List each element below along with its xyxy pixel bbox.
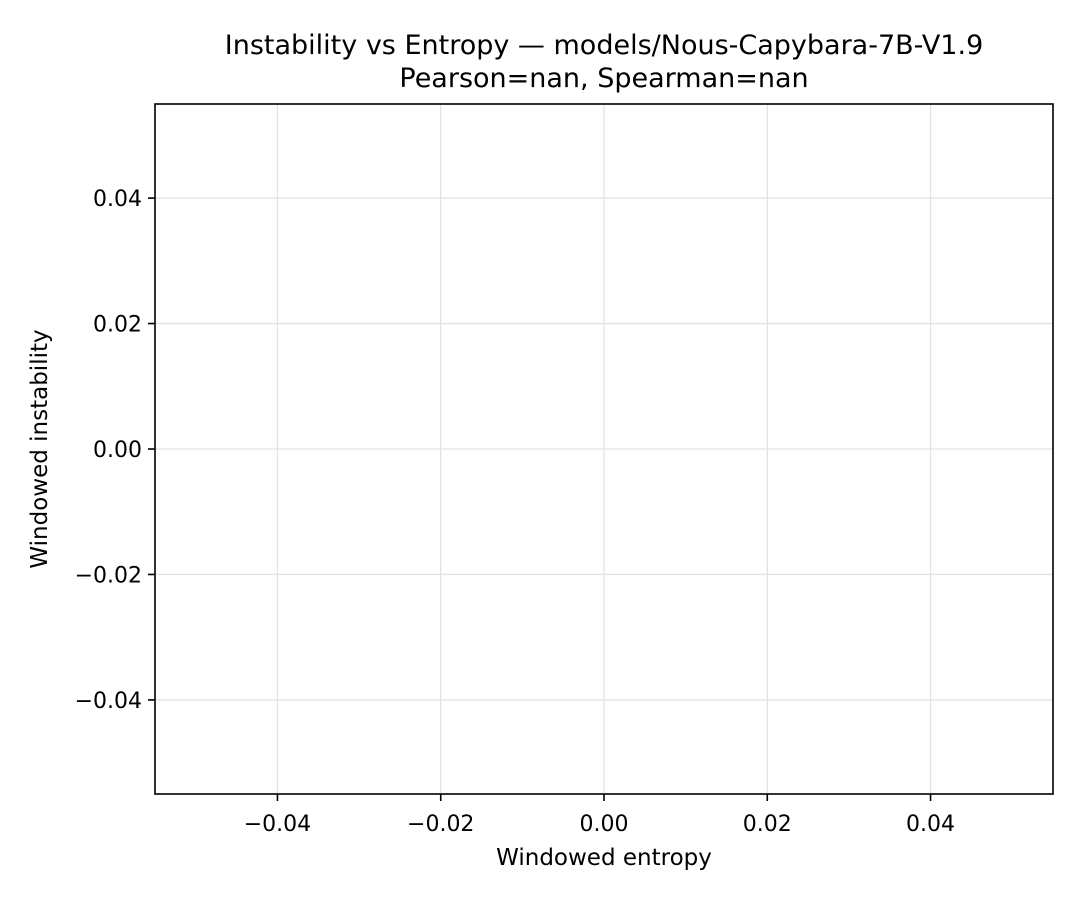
y-tick-label: −0.04 — [75, 689, 142, 714]
x-tick-label: −0.04 — [244, 812, 311, 837]
chart-subtitle: Pearson=nan, Spearman=nan — [399, 63, 809, 94]
x-axis-ticks: −0.04 −0.02 0.00 0.02 0.04 — [244, 794, 955, 837]
chart-title: Instability vs Entropy — models/Nous-Cap… — [224, 30, 984, 61]
y-tick-label: −0.02 — [75, 563, 142, 588]
y-tick-label: 0.00 — [93, 438, 142, 463]
x-tick-label: −0.02 — [407, 812, 474, 837]
y-tick-label: 0.04 — [93, 187, 142, 212]
grid — [155, 104, 1053, 794]
y-tick-label: 0.02 — [93, 313, 142, 338]
x-tick-label: 0.04 — [906, 812, 955, 837]
y-axis-ticks: −0.04 −0.02 0.00 0.02 0.04 — [75, 187, 155, 714]
x-tick-label: 0.02 — [743, 812, 792, 837]
x-axis-label: Windowed entropy — [496, 845, 712, 871]
x-tick-label: 0.00 — [580, 812, 629, 837]
y-axis-label: Windowed instability — [27, 329, 53, 568]
